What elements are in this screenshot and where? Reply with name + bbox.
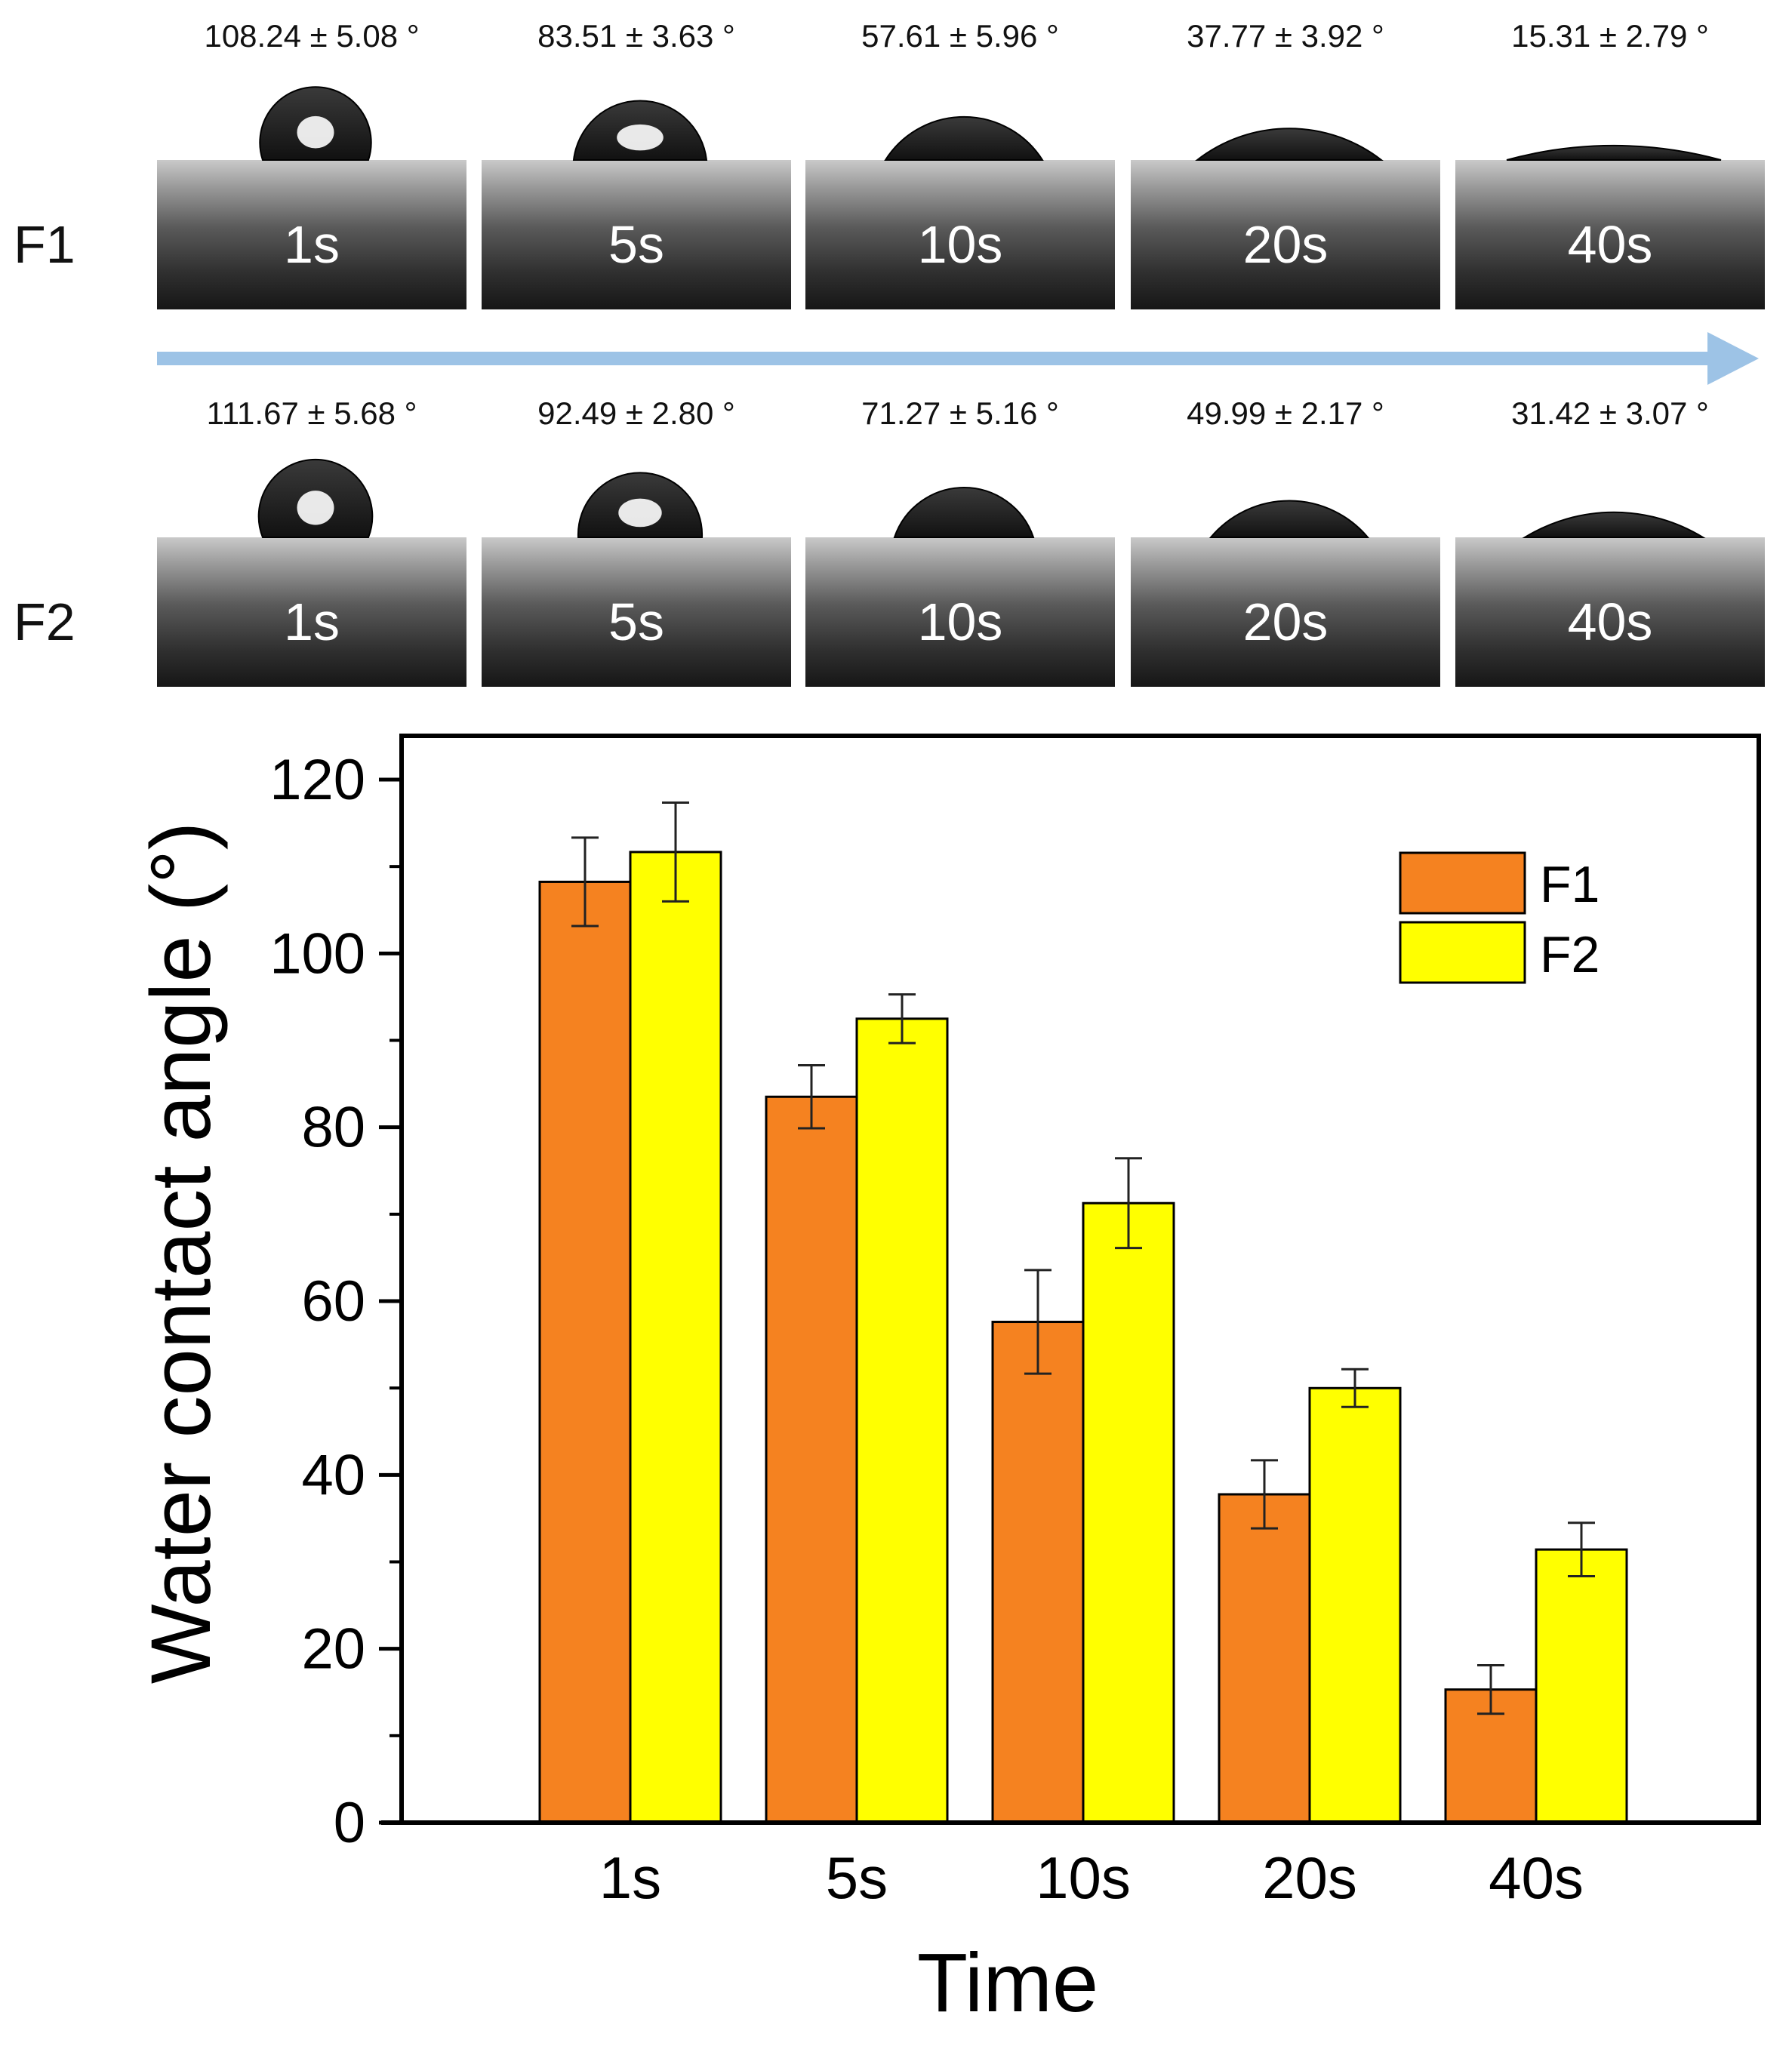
- x-tick-label-20s: 20s: [1262, 1844, 1357, 1911]
- legend-label-f2: F2: [1540, 926, 1600, 983]
- legend: F1 F2: [1399, 851, 1600, 984]
- row-label-f2: F2: [14, 592, 75, 651]
- droplet-highlight: [297, 491, 334, 525]
- angle-label: 31.42 ± 3.07 °: [1511, 395, 1709, 431]
- substrate-image: [1455, 537, 1765, 687]
- water-droplet: [884, 115, 1044, 161]
- y-tick-label-60: 60: [301, 1269, 365, 1334]
- substrate-image: [1131, 160, 1440, 309]
- bar-f1-5s: [765, 1095, 858, 1824]
- x-tick-label-40s: 40s: [1489, 1844, 1584, 1911]
- substrate-image: [805, 160, 1115, 309]
- bar-f1-10s: [991, 1321, 1085, 1824]
- time-label: 10s: [918, 215, 1003, 274]
- bar-f2-10s: [1082, 1201, 1175, 1824]
- legend-swatch-f2: [1399, 921, 1526, 984]
- row-label-f1: F1: [14, 215, 75, 274]
- time-label: 1s: [284, 592, 340, 651]
- angle-label: 83.51 ± 3.63 °: [537, 18, 735, 54]
- angle-label: 15.31 ± 2.79 °: [1511, 18, 1709, 54]
- time-label: 10s: [918, 592, 1003, 651]
- photo-cell-f2-20s: 49.99 ± 2.17 ° 20s: [1131, 395, 1440, 687]
- bar-f2-40s: [1535, 1548, 1628, 1824]
- substrate-image: [482, 537, 791, 687]
- angle-label: 57.61 ± 5.96 °: [861, 18, 1059, 54]
- angle-label: 111.67 ± 5.68 °: [207, 395, 417, 431]
- time-label: 20s: [1243, 592, 1329, 651]
- time-label: 40s: [1568, 215, 1653, 274]
- water-droplet: [893, 487, 1035, 538]
- x-tick-label-5s: 5s: [826, 1844, 888, 1911]
- substrate-image: [157, 537, 466, 687]
- bar-f2-20s: [1308, 1386, 1402, 1824]
- photo-cell-f2-1s: 111.67 ± 5.68 ° 1s: [157, 395, 466, 687]
- time-label: 5s: [608, 215, 664, 274]
- bar-f1-20s: [1218, 1493, 1311, 1824]
- water-droplet: [1195, 128, 1384, 161]
- y-tick-label-120: 120: [269, 748, 365, 812]
- legend-swatch-f1: [1399, 851, 1526, 915]
- water-droplet: [1209, 500, 1370, 538]
- substrate-image: [1455, 160, 1765, 309]
- x-tick-label-10s: 10s: [1036, 1844, 1131, 1911]
- photo-cell-f1-40s: 15.31 ± 2.79 ° 40s: [1455, 18, 1765, 309]
- x-tick-label-1s: 1s: [599, 1844, 661, 1911]
- photo-cell-f2-5s: 92.49 ± 2.80 ° 5s: [482, 395, 791, 687]
- y-tick-label-80: 80: [301, 1096, 365, 1160]
- angle-label: 37.77 ± 3.92 °: [1187, 18, 1384, 54]
- bar-f1-1s: [538, 880, 632, 1824]
- photo-row-f1: 108.24 ± 5.08 ° 1s 83.51 ± 3.63 ° 5s 57.61 ±…: [157, 18, 1765, 309]
- legend-label-f1: F1: [1540, 856, 1600, 913]
- photo-row-f2: 111.67 ± 5.68 ° 1s 92.49 ± 2.80 ° 5s 71.27 ±…: [157, 395, 1765, 687]
- water-droplet: [1522, 511, 1706, 538]
- error-bars-layer: [571, 801, 1595, 1715]
- bar-f2-1s: [629, 851, 722, 1824]
- x-axis-label: Time: [917, 1937, 1098, 2029]
- substrate-image: [157, 160, 466, 309]
- y-tick-label-20: 20: [301, 1617, 365, 1681]
- y-tick-label-40: 40: [301, 1443, 365, 1507]
- photo-cell-f1-10s: 57.61 ± 5.96 ° 10s: [805, 18, 1115, 309]
- photo-cell-f2-40s: 31.42 ± 3.07 ° 40s: [1455, 395, 1765, 687]
- substrate-image: [482, 160, 791, 309]
- x-axis: 1s 5s 10s 20s 40s: [381, 1820, 1759, 1911]
- substrate-image: [1131, 537, 1440, 687]
- photo-cell-f2-10s: 71.27 ± 5.16 ° 10s: [805, 395, 1115, 687]
- droplet-highlight: [618, 498, 662, 528]
- time-label: 20s: [1243, 215, 1329, 274]
- time-arrow: [157, 332, 1759, 385]
- substrate-image: [805, 537, 1115, 687]
- time-label: 40s: [1568, 592, 1653, 651]
- droplet-highlight: [297, 115, 334, 149]
- bar-chart: 0 20 40 60 80 100 120 1s 5s 10s 20s 40s Water cont…: [134, 734, 1761, 2029]
- angle-label: 108.24 ± 5.08 °: [204, 18, 419, 54]
- angle-label: 71.27 ± 5.16 °: [861, 395, 1059, 431]
- bars-layer: [538, 851, 1628, 1824]
- time-label: 5s: [608, 592, 664, 651]
- angle-label: 49.99 ± 2.17 °: [1187, 395, 1384, 431]
- y-tick-label-100: 100: [269, 921, 365, 986]
- y-tick-label-0: 0: [334, 1791, 365, 1855]
- angle-label: 92.49 ± 2.80 °: [537, 395, 735, 431]
- photo-cell-f1-1s: 108.24 ± 5.08 ° 1s: [157, 18, 466, 309]
- photo-panel: F1 F2 108.24 ± 5.08 ° 1s 83.51 ± 3.63 ° 5s 5…: [14, 18, 1765, 687]
- y-axis-label: Water contact angle (°): [134, 822, 228, 1684]
- y-axis: 0 20 40 60 80 100 120: [269, 748, 402, 1855]
- photo-cell-f1-5s: 83.51 ± 3.63 ° 5s: [482, 18, 791, 309]
- bar-f2-5s: [855, 1017, 949, 1824]
- time-label: 1s: [284, 215, 340, 274]
- water-droplet: [1506, 144, 1722, 161]
- photo-cell-f1-20s: 37.77 ± 3.92 ° 20s: [1131, 18, 1440, 309]
- droplet-highlight: [617, 124, 664, 151]
